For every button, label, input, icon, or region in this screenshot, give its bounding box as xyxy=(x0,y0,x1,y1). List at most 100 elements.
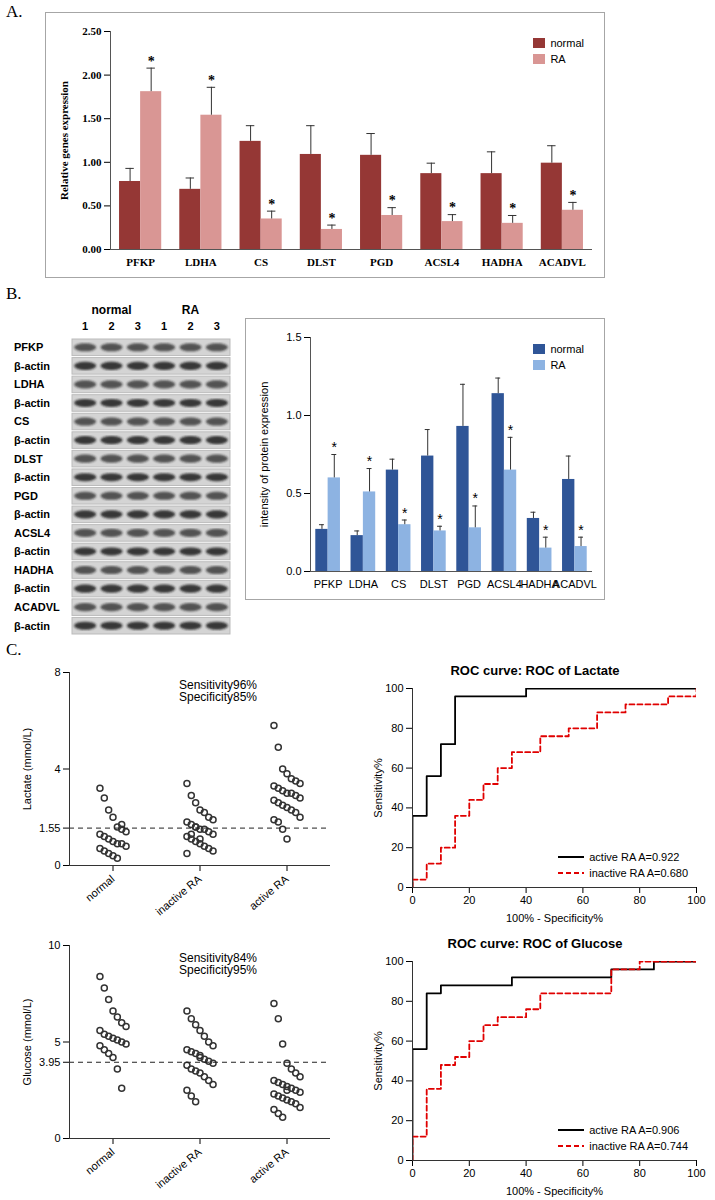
svg-text:*: * xyxy=(389,193,396,208)
svg-text:*: * xyxy=(402,505,408,521)
svg-text:100: 100 xyxy=(687,894,705,906)
svg-text:PGD: PGD xyxy=(14,490,38,502)
svg-text:β-actin: β-actin xyxy=(14,360,50,372)
svg-text:ACADVL: ACADVL xyxy=(14,601,60,613)
svg-text:60: 60 xyxy=(577,894,589,906)
svg-text:20: 20 xyxy=(463,1167,475,1179)
svg-text:0: 0 xyxy=(397,1154,403,1166)
svg-text:100: 100 xyxy=(385,682,403,694)
svg-text:RA: RA xyxy=(182,303,200,317)
svg-text:*: * xyxy=(509,201,516,216)
svg-text:normal: normal xyxy=(83,873,116,904)
svg-text:20: 20 xyxy=(391,841,403,853)
svg-text:1.55: 1.55 xyxy=(39,822,60,834)
svg-text:4: 4 xyxy=(54,763,60,775)
svg-text:40: 40 xyxy=(391,801,403,813)
svg-text:*: * xyxy=(437,511,443,527)
svg-text:ACSL4: ACSL4 xyxy=(424,256,459,268)
svg-text:PFKP: PFKP xyxy=(14,341,43,353)
svg-text:40: 40 xyxy=(520,894,532,906)
svg-text:*: * xyxy=(208,73,215,88)
svg-text:*: * xyxy=(569,188,576,203)
svg-text:0: 0 xyxy=(409,894,415,906)
svg-text:80: 80 xyxy=(634,1167,646,1179)
svg-text:1: 1 xyxy=(161,320,167,332)
svg-text:1.50: 1.50 xyxy=(82,112,102,124)
svg-text:PFKP: PFKP xyxy=(126,256,155,268)
svg-text:ACADVL: ACADVL xyxy=(539,256,586,268)
svg-text:*: * xyxy=(148,54,155,69)
svg-text:100% - Specificity%: 100% - Specificity% xyxy=(506,912,603,924)
svg-text:60: 60 xyxy=(577,1167,589,1179)
svg-text:Lactate (mmol/L): Lactate (mmol/L) xyxy=(21,728,33,811)
svg-text:80: 80 xyxy=(391,722,403,734)
svg-text:β-actin: β-actin xyxy=(14,471,50,483)
svg-text:0.0: 0.0 xyxy=(286,565,301,577)
svg-text:Glucose (mmol/L): Glucose (mmol/L) xyxy=(21,999,33,1086)
svg-text:2: 2 xyxy=(108,320,114,332)
svg-text:0: 0 xyxy=(54,1132,60,1144)
svg-text:3: 3 xyxy=(214,320,220,332)
svg-text:10: 10 xyxy=(48,939,60,951)
svg-text:normal: normal xyxy=(83,1146,116,1177)
svg-text:LDHA: LDHA xyxy=(185,256,217,268)
svg-text:1.0: 1.0 xyxy=(286,409,301,421)
svg-text:CS: CS xyxy=(254,256,268,268)
svg-text:LDHA: LDHA xyxy=(14,378,45,390)
svg-text:0: 0 xyxy=(54,859,60,871)
svg-text:1: 1 xyxy=(82,320,88,332)
svg-text:CS: CS xyxy=(14,415,29,427)
svg-text:0: 0 xyxy=(397,881,403,893)
svg-text:0: 0 xyxy=(409,1167,415,1179)
svg-text:*: * xyxy=(449,200,456,215)
svg-text:ACSL4: ACSL4 xyxy=(487,578,522,590)
svg-text:Sensitivity96%Specificity85%: Sensitivity96%Specificity85% xyxy=(179,678,257,704)
svg-text:PGD: PGD xyxy=(370,256,393,268)
svg-text:PFKP: PFKP xyxy=(314,578,343,590)
svg-text:20: 20 xyxy=(463,894,475,906)
svg-text:Relative genes expression: Relative genes expression xyxy=(58,81,70,200)
svg-text:0.5: 0.5 xyxy=(286,487,301,499)
svg-text:2.00: 2.00 xyxy=(82,69,102,81)
svg-text:3.95: 3.95 xyxy=(39,1056,60,1068)
svg-text:β-actin: β-actin xyxy=(14,620,50,632)
svg-text:β-actin: β-actin xyxy=(14,434,50,446)
svg-text:40: 40 xyxy=(520,1167,532,1179)
svg-text:β-actin: β-actin xyxy=(14,582,50,594)
svg-text:*: * xyxy=(328,211,335,226)
svg-text:80: 80 xyxy=(634,894,646,906)
svg-text:inactive RA: inactive RA xyxy=(153,1145,204,1190)
svg-text:1.5: 1.5 xyxy=(286,331,301,343)
svg-text:1.00: 1.00 xyxy=(82,156,102,168)
svg-text:Sensitivity84%Specificity95%: Sensitivity84%Specificity95% xyxy=(179,951,257,977)
svg-text:PGD: PGD xyxy=(457,578,481,590)
svg-text:LDHA: LDHA xyxy=(349,578,379,590)
svg-text:ACSL4: ACSL4 xyxy=(14,527,51,539)
svg-text:60: 60 xyxy=(391,1035,403,1047)
svg-text:*: * xyxy=(332,439,338,455)
svg-text:0.50: 0.50 xyxy=(82,199,102,211)
svg-text:*: * xyxy=(543,522,549,538)
svg-text:*: * xyxy=(473,490,479,506)
svg-text:80: 80 xyxy=(391,995,403,1007)
svg-text:HADHA: HADHA xyxy=(482,256,523,268)
svg-text:*: * xyxy=(268,197,275,212)
svg-text:intensity of protein expressio: intensity of protein expression xyxy=(258,382,270,528)
svg-text:2: 2 xyxy=(187,320,193,332)
svg-text:100: 100 xyxy=(687,1167,705,1179)
svg-text:active RA: active RA xyxy=(247,872,291,912)
svg-text:Sensitivity%: Sensitivity% xyxy=(372,758,384,818)
svg-text:*: * xyxy=(578,522,584,538)
svg-text:β-actin: β-actin xyxy=(14,508,50,520)
svg-text:100% - Specificity%: 100% - Specificity% xyxy=(506,1185,603,1197)
svg-text:2.50: 2.50 xyxy=(82,25,102,37)
svg-text:*: * xyxy=(367,453,373,469)
svg-text:0.00: 0.00 xyxy=(82,243,102,255)
svg-text:8: 8 xyxy=(54,666,60,678)
svg-text:HADHA: HADHA xyxy=(14,564,54,576)
svg-text:5: 5 xyxy=(54,1036,60,1048)
svg-text:inactive RA: inactive RA xyxy=(153,872,204,917)
svg-text:60: 60 xyxy=(391,762,403,774)
svg-text:active RA: active RA xyxy=(247,1145,291,1185)
svg-text:*: * xyxy=(508,422,514,438)
